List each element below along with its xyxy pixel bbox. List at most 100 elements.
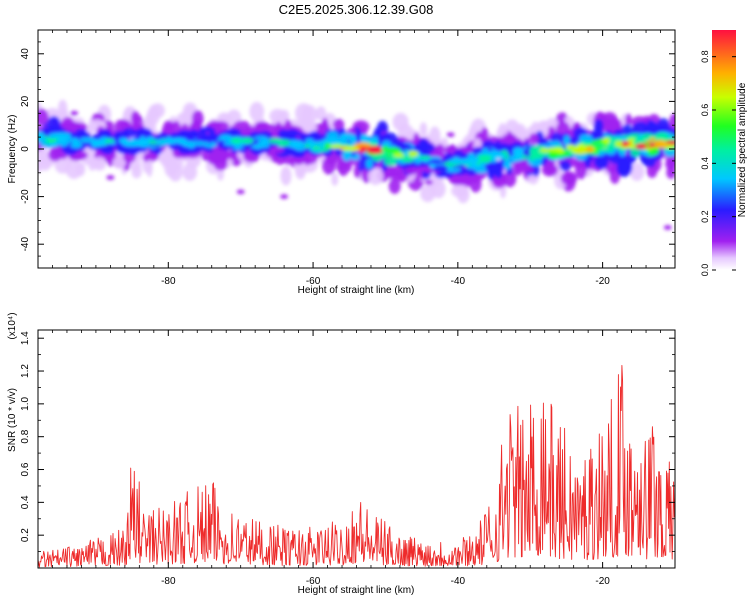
snr-y-tick-label: 1.0: [20, 396, 31, 410]
spectrogram-cell: [106, 175, 115, 181]
snr-x-axis: -80 -60 -40 -20: [37, 330, 676, 587]
spectrogram-cell: [256, 140, 267, 145]
spectrogram-cell: [212, 120, 230, 132]
spectrogram-cell: [104, 138, 115, 143]
spectrogram-cell: [193, 141, 206, 146]
spectrogram-cell: [70, 110, 79, 116]
spectrogram-cell: [241, 137, 254, 144]
spectrogram-cell: [120, 146, 131, 154]
snr-y-axis: 0.2 0.4 0.6 0.8 1.0 1.2 1.4: [20, 331, 675, 552]
spectrogram-cell: [147, 104, 160, 125]
spectrogram-x-tick-label: -40: [451, 276, 466, 287]
spectrogram-x-tick-label: -20: [595, 276, 610, 287]
spectrogram-cell: [621, 124, 632, 137]
spectrogram-cell: [331, 172, 339, 186]
spectrogram-cell: [358, 147, 367, 153]
spectrogram-cell: [560, 171, 578, 186]
snr-y-tick-label: 1.2: [20, 364, 31, 378]
spectrogram-cell: [630, 146, 641, 157]
snr-multiplier-label: (x10⁴): [7, 312, 18, 339]
spectrogram-cell: [274, 139, 291, 144]
snr-x-tick-label: -60: [306, 576, 321, 587]
spectrogram-cell: [653, 143, 668, 149]
spectrogram-cell: [38, 134, 45, 142]
colorbar-tick-label: 0.4: [700, 157, 710, 170]
spectrogram-y-tick-label: 20: [20, 95, 31, 107]
spectrogram-cell: [665, 140, 675, 145]
spectrogram-cell: [121, 140, 133, 147]
spectrogram-cell: [652, 139, 666, 145]
spectrogram-cell: [329, 144, 343, 149]
spectrogram-cell: [236, 189, 245, 195]
spectrogram-cell: [339, 133, 348, 145]
spectrogram-cell: [513, 147, 523, 156]
spectrogram-cell: [408, 150, 419, 157]
spectrogram-cell: [79, 137, 96, 143]
spectrogram-cell: [219, 134, 233, 141]
spectrogram-cell: [429, 159, 443, 165]
spectrogram-cell: [201, 134, 210, 141]
colorbar-tick-label: 0.2: [700, 210, 710, 223]
spectrogram-cell: [366, 148, 383, 155]
spectrogram-cell: [485, 160, 503, 172]
spectrogram-cell: [332, 118, 345, 131]
spectrogram-cell: [386, 147, 401, 154]
spectrogram-cell: [515, 160, 530, 171]
snr-y-tick-label: 1.4: [20, 331, 31, 345]
spectrogram-cell: [182, 162, 198, 181]
spectrogram-cell: [530, 151, 547, 158]
spectrogram-cell: [477, 154, 493, 161]
snr-y-tick-label: 0.2: [20, 528, 31, 542]
spectrogram-cell: [122, 127, 137, 138]
spectrogram-cell: [585, 145, 595, 153]
spectrogram-cell: [304, 143, 311, 149]
spectrogram-cell: [469, 175, 482, 193]
spectrogram-panel: -80 -60 -40 -20 -40 -20 0 20 40 Height of strai…: [7, 29, 676, 296]
snr-x-label: Height of straight line (km): [298, 585, 415, 596]
spectrogram-cell: [424, 179, 433, 185]
spectrogram-cell: [357, 157, 365, 172]
spectrogram-cell: [231, 137, 243, 145]
spectrogram-cell: [510, 154, 523, 162]
spectrogram-cell: [489, 153, 507, 159]
spectrogram-cell: [420, 184, 436, 203]
spectrogram-cell: [490, 157, 497, 163]
spectrogram-cell: [342, 146, 359, 151]
snr-panel: -80 -60 -40 -20 0.2 0.4 0.6 0.8 1.0 1.2 1.4 Heigh…: [7, 312, 676, 596]
spectrogram-cell: [574, 145, 590, 152]
colorbar-label: Normalized spectral amplitude: [737, 82, 748, 217]
spectrogram-cell: [388, 178, 401, 195]
spectrogram-cell: [526, 167, 535, 173]
spectrogram-heatmap: [38, 99, 675, 231]
spectrogram-cell: [563, 135, 570, 147]
snr-series-line: [38, 364, 675, 568]
spectrogram-cell: [593, 145, 602, 150]
snr-y-label: SNR (10 * v/v): [7, 388, 18, 452]
spectrogram-cell: [91, 140, 107, 147]
spectrogram-cell: [528, 133, 539, 145]
snr-x-tick-label: -40: [451, 576, 466, 587]
spectrogram-cell: [324, 142, 331, 149]
spectrogram-cell: [446, 132, 455, 138]
spectrogram-cell: [556, 147, 565, 154]
spectrogram-cell: [130, 138, 137, 144]
spectrogram-cell: [315, 106, 327, 121]
colorbar-tick-label: 0.8: [700, 50, 710, 63]
spectrogram-x-tick-label: -80: [161, 276, 176, 287]
spectrogram-cell: [459, 158, 474, 165]
spectrogram-cell: [570, 146, 578, 154]
spectrogram-cell: [456, 185, 470, 204]
spectrogram-cell: [169, 154, 177, 170]
spectrogram-cell: [135, 139, 144, 146]
spectrogram-cell: [400, 155, 415, 163]
spectrogram-cell: [420, 145, 428, 157]
spectrogram-y-tick-label: -40: [20, 237, 31, 252]
spectrogram-cell: [559, 160, 571, 172]
spectrogram-cell: [292, 140, 305, 147]
spectrogram-cell: [663, 225, 672, 231]
spectrogram-cell: [280, 166, 292, 186]
snr-x-tick-label: -80: [161, 576, 176, 587]
spectrogram-cell: [88, 155, 97, 171]
spectrogram-cell: [435, 143, 445, 156]
colorbar-ticks: 0.0 0.2 0.4 0.6 0.8: [700, 50, 736, 276]
